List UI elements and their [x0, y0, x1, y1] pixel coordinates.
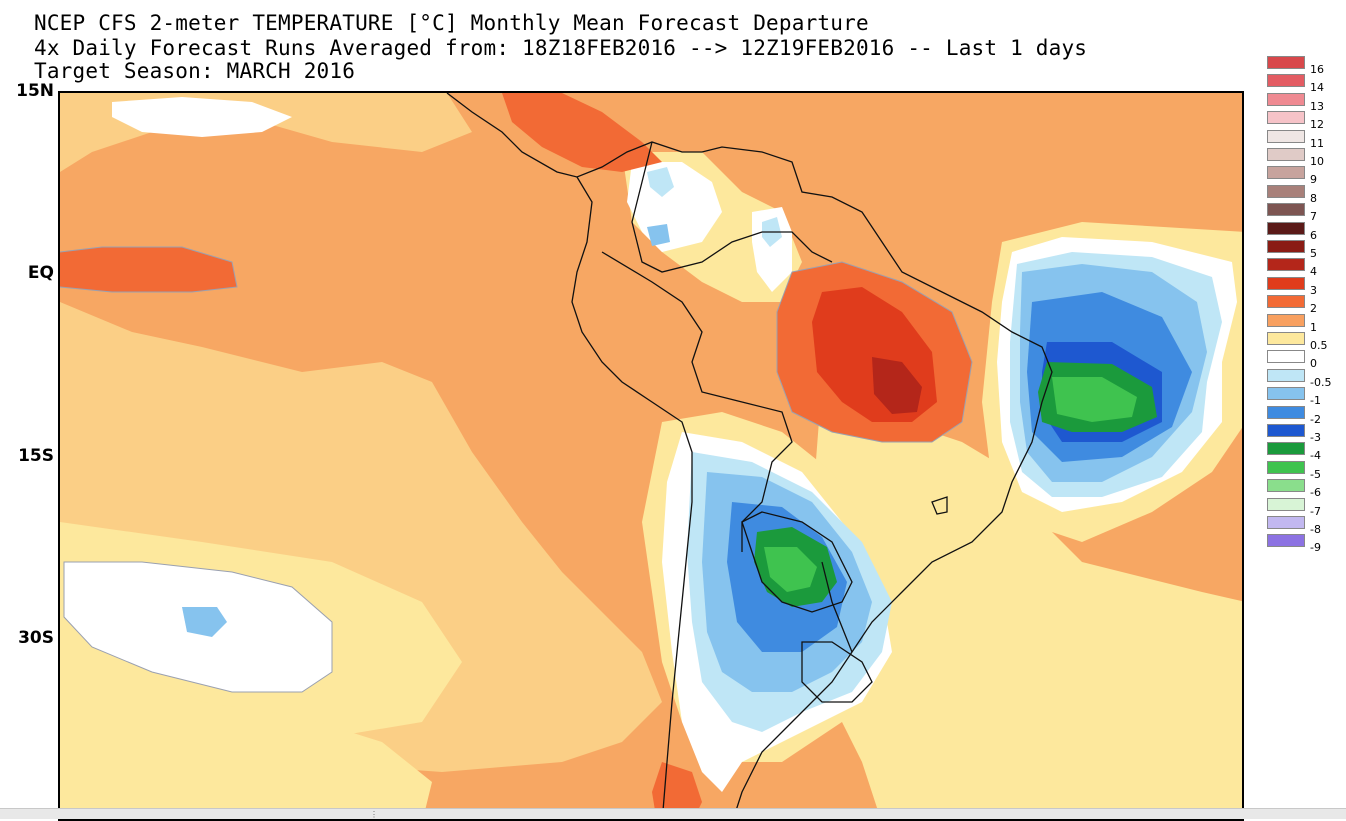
chart-title: NCEP CFS 2-meter TEMPERATURE [°C] Monthl…: [34, 11, 869, 35]
colorbar-swatch: [1267, 534, 1305, 548]
colorbar-label: -8: [1310, 523, 1321, 536]
colorbar-swatch: [1267, 405, 1305, 419]
colorbar-swatch: [1267, 442, 1305, 456]
colorbar-swatch: [1267, 184, 1305, 198]
colorbar-label: -9: [1310, 541, 1321, 555]
colorbar-swatch: [1267, 479, 1305, 493]
colorbar-label: -6: [1310, 486, 1321, 500]
scrollbar-grip-icon[interactable]: ⋮: [370, 810, 378, 819]
lat-label-15s: 15S: [18, 446, 54, 466]
horizontal-scrollbar[interactable]: [0, 808, 1346, 819]
lat-label-15n: 15N: [16, 81, 54, 101]
colorbar-label: -5: [1310, 467, 1321, 481]
target-season-subtitle: Target Season: MARCH 2016: [34, 59, 356, 83]
colorbar-swatch: [1267, 221, 1305, 235]
colorbar-swatch: [1267, 276, 1305, 290]
colorbar-swatch: [1267, 240, 1305, 253]
colorbar-label: -3: [1310, 431, 1321, 444]
temperature-anomaly-map: [58, 91, 1244, 821]
colorbar-label: 0.5: [1310, 339, 1328, 352]
colorbar-swatch: [1267, 313, 1305, 327]
colorbar-swatch: [1267, 295, 1305, 309]
colorbar-swatch: [1267, 56, 1305, 69]
colorbar-swatch: [1267, 111, 1305, 125]
colorbar-label: 6: [1310, 228, 1317, 242]
lat-label-30s: 30S: [18, 628, 54, 648]
colorbar-swatch: [1267, 258, 1305, 272]
colorbar-label: -0.5: [1310, 375, 1332, 389]
colorbar-label: 11: [1310, 136, 1324, 150]
colorbar-swatch: [1267, 497, 1305, 511]
colorbar-swatch: [1267, 148, 1305, 161]
colorbar-label: 8: [1310, 191, 1317, 205]
colorbar-label: 9: [1310, 173, 1317, 187]
colorbar-label: -7: [1310, 504, 1321, 518]
colorbar-swatch: [1267, 166, 1305, 180]
colorbar-label: 3: [1310, 283, 1317, 297]
colorbar-label: 12: [1310, 118, 1324, 132]
colorbar-label: -1: [1310, 394, 1321, 408]
colorbar-label: 2: [1310, 302, 1317, 316]
map-field: [60, 93, 1242, 819]
colorbar-swatch: [1267, 350, 1305, 364]
colorbar-swatch: [1267, 516, 1305, 529]
colorbar-swatch: [1267, 203, 1305, 217]
colorbar-label: 10: [1310, 155, 1324, 168]
colorbar-swatch: [1267, 332, 1305, 345]
colorbar-swatch: [1267, 424, 1305, 437]
colorbar-swatch: [1267, 92, 1305, 106]
colorbar-swatch: [1267, 460, 1305, 474]
colorbar-label: 4: [1310, 265, 1317, 279]
colorbar-label: 16: [1310, 63, 1324, 76]
colorbar-swatch: [1267, 74, 1305, 88]
colorbar-swatch: [1267, 387, 1305, 401]
forecast-runs-subtitle: 4x Daily Forecast Runs Averaged from: 18…: [34, 36, 1088, 60]
colorbar-label: 1: [1310, 320, 1317, 334]
colorbar-label: 7: [1310, 210, 1317, 224]
colorbar-swatch: [1267, 129, 1305, 143]
colorbar-label: 13: [1310, 99, 1324, 113]
lat-label-equator: EQ: [27, 263, 54, 283]
colorbar-swatch: [1267, 368, 1305, 382]
colorbar-label: 0: [1310, 357, 1317, 371]
colorbar-label: 5: [1310, 247, 1317, 260]
colorbar-label: -2: [1310, 412, 1321, 426]
colorbar-label: 14: [1310, 81, 1324, 95]
colorbar-label: -4: [1310, 449, 1321, 463]
